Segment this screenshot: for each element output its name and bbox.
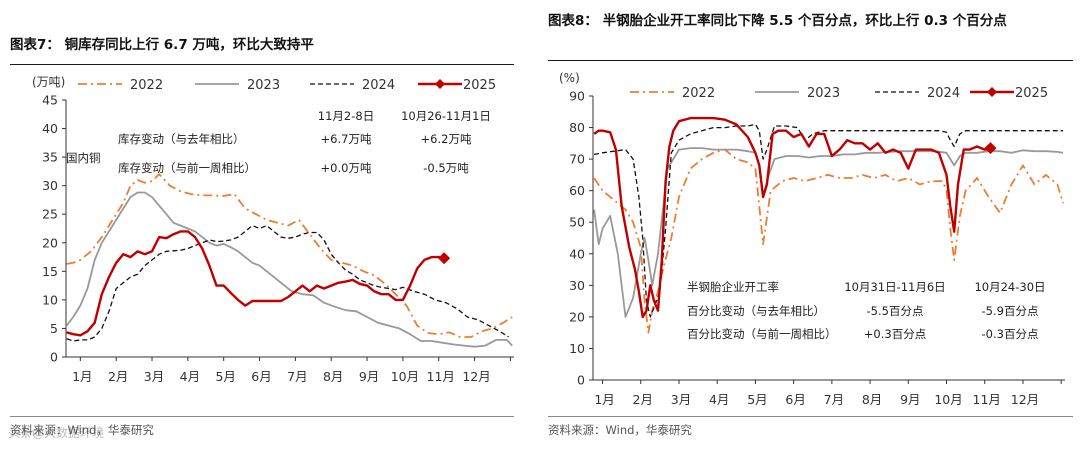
y-tick-label: 20: [569, 309, 585, 324]
legend-label-2025: 2025: [1015, 86, 1048, 101]
y-tick-label: 60: [569, 183, 585, 198]
source-note: 资料来源：Wind，华泰研究: [10, 423, 154, 437]
y-tick-label: 80: [569, 120, 585, 135]
x-tick-label: 5月: [747, 392, 767, 407]
info-table-row-label: 库存变动（与前一周相比）: [118, 161, 256, 175]
y-tick-label: 70: [569, 152, 585, 167]
y-tick-label: 0: [577, 373, 585, 388]
chart-side-label: 国内铜: [66, 151, 101, 165]
series-line-2025: [593, 116, 991, 319]
y-tick-label: 5: [50, 321, 58, 336]
x-tick-label: 2月: [633, 392, 653, 407]
x-tick-label: 11月: [427, 369, 455, 384]
info-table-row-label: 百分比变动（与去年相比）: [687, 304, 825, 318]
info-table-header: 10月26-11月1日: [401, 109, 491, 123]
y-tick-label: 50: [569, 215, 585, 230]
info-table-value: -0.3百分点: [982, 327, 1039, 341]
source-note: 资料来源：Wind，华泰研究: [548, 423, 692, 437]
series-line-2022: [66, 173, 513, 338]
info-table-header: 10月31日-11月6日: [844, 280, 945, 294]
y-tick-label: 30: [569, 278, 585, 293]
y-tick-label: 25: [42, 207, 58, 222]
info-table-header: 11月2-8日: [318, 109, 374, 123]
x-tick-label: 7月: [287, 369, 307, 384]
y-tick-label: 35: [42, 150, 58, 165]
series-line-2025: [66, 230, 445, 337]
legend-label-2022: 2022: [130, 78, 163, 93]
info-table-value: +0.3百分点: [864, 327, 926, 341]
info-table-header: 10月24-30日: [974, 280, 1045, 294]
footer-rule: [10, 416, 514, 417]
y-tick-label: 30: [42, 178, 58, 193]
y-tick-label: 15: [42, 264, 58, 279]
chart-title: 图表7： 铜库存同比上行 6.7 万吨，环比大致持平: [10, 37, 314, 53]
title-rule: [548, 60, 1073, 61]
x-tick-label: 4月: [709, 392, 729, 407]
x-tick-label: 8月: [323, 369, 343, 384]
info-table-row-label: 库存变动（与去年相比）: [118, 132, 245, 146]
footer-rule: [548, 416, 1073, 417]
x-tick-label: 1月: [594, 392, 614, 407]
x-tick-label: 9月: [900, 392, 920, 407]
x-tick-label: 12月: [462, 369, 490, 384]
y-tick-label: 10: [42, 292, 58, 307]
legend-label-2022: 2022: [682, 86, 715, 101]
x-tick-label: 12月: [1011, 392, 1039, 407]
x-tick-label: 5月: [215, 369, 235, 384]
chart-panel-copper-inventory: 图表7： 铜库存同比上行 6.7 万吨，环比大致持平 (万吨) 0 5 10 15 20 2…: [8, 37, 514, 440]
info-table-value: -0.5万吨: [423, 161, 469, 175]
series-line-2023: [65, 191, 513, 348]
y-tick-label: 0: [50, 350, 58, 365]
x-tick-label: 3月: [144, 369, 164, 384]
x-tick-label: 2月: [108, 369, 128, 384]
legend-label-2023: 2023: [807, 86, 840, 101]
legend-label-2025: 2025: [463, 78, 496, 93]
y-tick-label: 45: [42, 93, 58, 108]
y-tick-label: 90: [569, 89, 585, 104]
watermark-text: 头条@大数据环境: [8, 425, 104, 440]
info-table-value: +0.0万吨: [321, 161, 372, 175]
y-tick-label: 40: [569, 246, 585, 261]
legend-marker-2025: [987, 87, 997, 97]
legend-label-2024: 2024: [927, 86, 960, 101]
x-tick-label: 9月: [359, 369, 379, 384]
x-tick-label: 10月: [934, 392, 962, 407]
info-table-value: +6.7万吨: [321, 132, 372, 146]
x-tick-label: 4月: [180, 369, 200, 384]
y-tick-label: 10: [569, 341, 585, 356]
info-table-row-label: 百分比变动（与前一周相比）: [687, 327, 837, 341]
info-table-title: 半钢胎企业开工率: [687, 280, 779, 294]
x-tick-label: 7月: [824, 392, 844, 407]
series-marker-2025: [438, 252, 451, 265]
legend-label-2024: 2024: [362, 78, 395, 93]
chart-title: 图表8： 半钢胎企业开工率同比下降 5.5 个百分点，环比上行 0.3 个百分点: [548, 13, 1007, 29]
chart-canvas: (%) 0 10 20 30 40 50 60 70 80 90 1月 2月 3月 4月 5月 6月 7月 8月 9月…: [559, 71, 1065, 407]
chart-panel-tire-utilization: 图表8： 半钢胎企业开工率同比下降 5.5 个百分点，环比上行 0.3 个百分点…: [540, 0, 1080, 450]
y-tick-label: 20: [42, 235, 58, 250]
x-tick-label: 6月: [785, 392, 805, 407]
series-line-2024: [66, 224, 509, 342]
y-tick-label: 40: [42, 121, 58, 136]
x-tick-label: 1月: [72, 369, 92, 384]
x-tick-label: 10月: [391, 369, 419, 384]
x-tick-label: 6月: [251, 369, 271, 384]
info-table-value: -5.9百分点: [982, 304, 1039, 318]
title-rule: [10, 64, 514, 65]
series-marker-2025: [984, 142, 997, 155]
y-axis-unit-label: (%): [559, 71, 580, 85]
x-tick-label: 11月: [973, 392, 1001, 407]
legend-marker-2025: [435, 79, 445, 89]
info-table-value: -5.5百分点: [867, 304, 924, 318]
series-line-2023: [593, 147, 1064, 318]
x-tick-label: 8月: [862, 392, 882, 407]
x-tick-label: 3月: [671, 392, 691, 407]
info-table-value: +6.2万吨: [421, 132, 472, 146]
legend-label-2023: 2023: [247, 78, 280, 93]
y-axis-unit-label: (万吨): [32, 75, 65, 89]
